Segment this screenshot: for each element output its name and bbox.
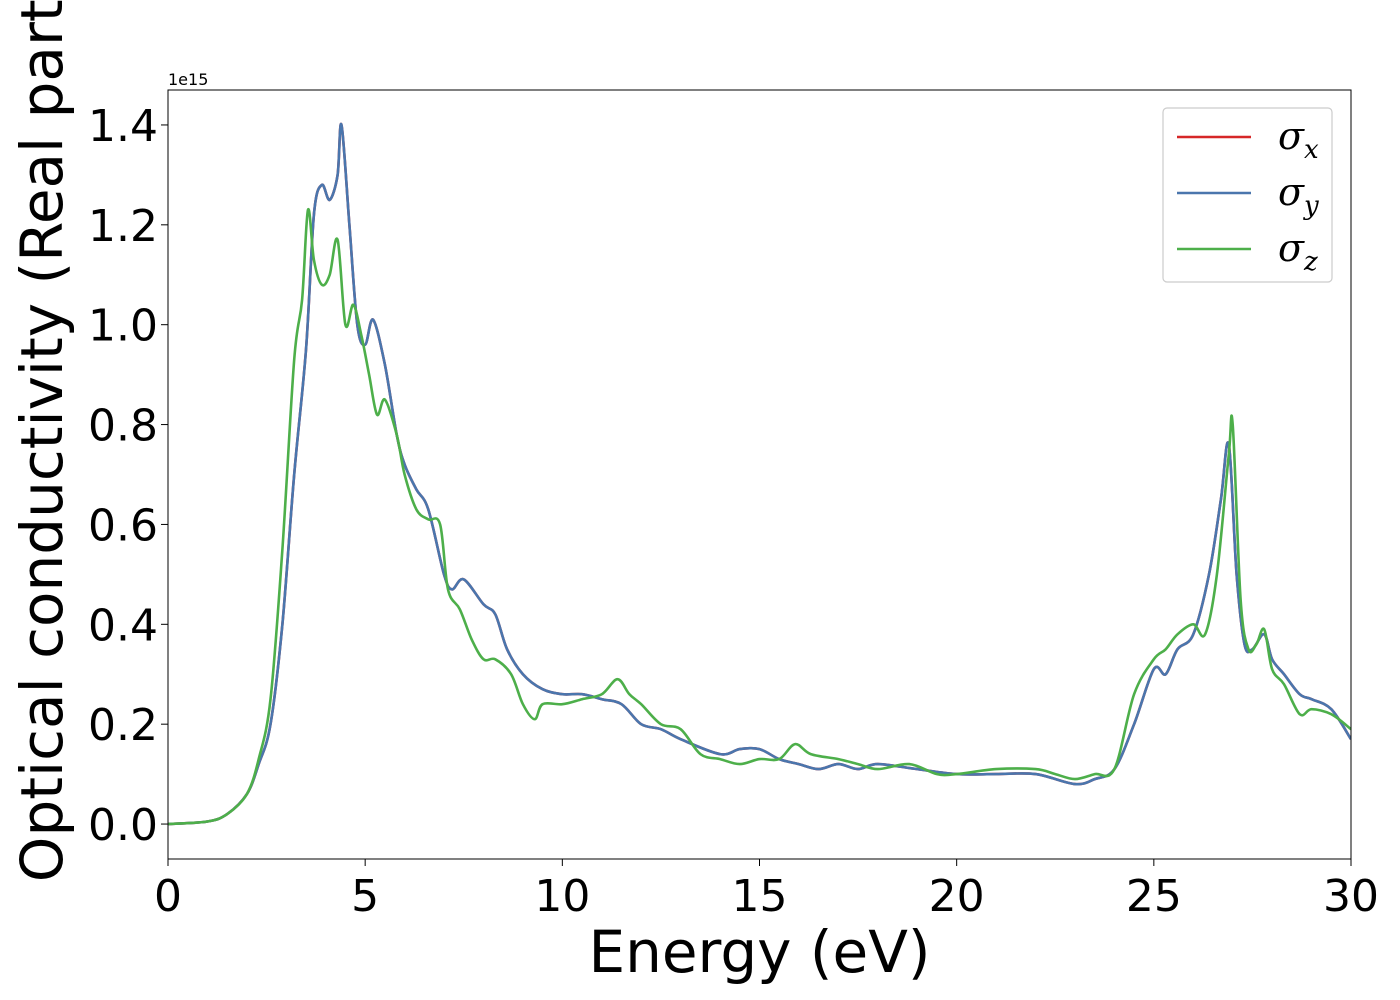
y-tick-label: 0.6: [88, 500, 158, 551]
y-tick-label: 1.4: [88, 101, 158, 152]
legend-label-y: σy: [1278, 170, 1319, 221]
x-tick-label: 0: [154, 871, 182, 922]
y-tick-label: 0.8: [88, 401, 158, 452]
y-tick-label: 1.2: [88, 201, 158, 252]
series-line-y: [168, 122, 1351, 826]
y-tick-label: 0.2: [88, 700, 158, 751]
y-axis-label: Optical conductivity (Real part): [8, 0, 76, 882]
legend-label-x: σx: [1278, 114, 1319, 165]
y-offset-label: 1e15: [168, 70, 208, 89]
series-line-z: [168, 208, 1351, 826]
x-tick-label: 20: [929, 871, 985, 922]
y-tick-label: 1.0: [88, 301, 158, 352]
x-axis-label: Energy (eV): [588, 918, 930, 986]
legend-box: [1162, 107, 1333, 283]
x-tick-label: 25: [1126, 871, 1182, 922]
x-tick-label: 30: [1323, 871, 1379, 922]
x-tick-label: 5: [351, 871, 379, 922]
x-axis-ticks: 0 5 10 15 20 25 30: [154, 859, 1379, 922]
x-tick-label: 15: [732, 871, 788, 922]
plot-lines: [168, 122, 1351, 826]
y-tick-label: 0.0: [88, 800, 158, 851]
legend-label-z: σz: [1278, 226, 1318, 277]
y-axis-ticks: 0.0 0.2 0.4 0.6 0.8 1.0 1.2 1.4: [88, 101, 168, 851]
x-tick-label: 10: [534, 871, 590, 922]
y-tick-label: 0.4: [88, 600, 158, 651]
